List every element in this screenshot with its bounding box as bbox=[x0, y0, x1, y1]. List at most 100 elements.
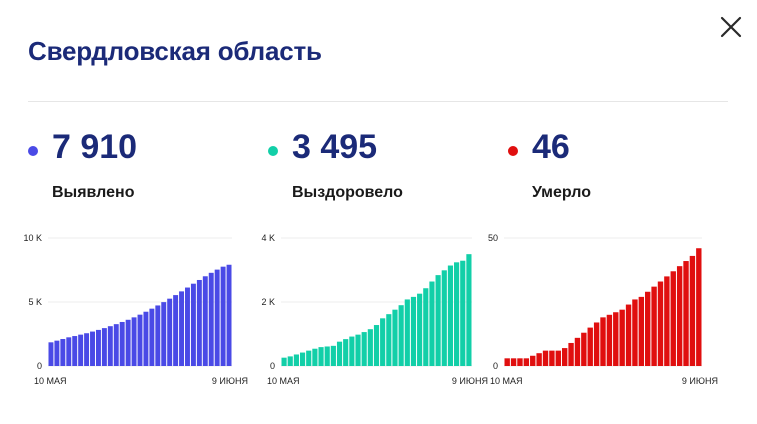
deaths-bar bbox=[568, 342, 574, 366]
deaths-bar bbox=[600, 317, 606, 366]
recovered-bar bbox=[441, 270, 447, 366]
recovered-bar bbox=[293, 354, 299, 366]
deaths-bar bbox=[625, 304, 632, 366]
detected-y-tick-label: 10 K bbox=[23, 233, 42, 243]
deaths-bar bbox=[517, 358, 523, 366]
recovered-x-tick-label: 9 ИЮНЯ bbox=[452, 376, 488, 386]
deaths-bar bbox=[542, 350, 549, 366]
deaths-bar bbox=[676, 266, 683, 366]
recovered-bar bbox=[312, 348, 318, 366]
detected-bar bbox=[78, 334, 84, 366]
detected-bar bbox=[72, 336, 78, 366]
deaths-bar bbox=[651, 286, 657, 366]
deaths-bar bbox=[613, 312, 619, 366]
deaths-x-tick-label: 9 ИЮНЯ bbox=[682, 376, 718, 386]
detected-bar bbox=[202, 276, 208, 366]
stat-recovered: 3 495 Выздоровело bbox=[268, 128, 498, 218]
recovered-y-tick-label: 2 K bbox=[261, 297, 275, 307]
detected-bar bbox=[137, 314, 143, 366]
recovered-bar bbox=[343, 339, 349, 366]
detected-y-tick-label: 0 bbox=[37, 361, 42, 371]
deaths-bar bbox=[523, 358, 530, 366]
recovered-bar bbox=[423, 288, 429, 366]
deaths-bar bbox=[689, 255, 696, 366]
recovered-bar bbox=[447, 265, 454, 366]
recovered-y-tick-label: 4 K bbox=[261, 233, 275, 243]
detected-bar bbox=[131, 317, 137, 366]
recovered-bar bbox=[336, 341, 343, 366]
detected-bar bbox=[90, 331, 95, 366]
recovered-label: Выздоровело bbox=[292, 184, 403, 201]
detected-bar bbox=[220, 266, 226, 366]
recovered-bar bbox=[361, 332, 367, 366]
recovered-bar bbox=[429, 281, 435, 366]
deaths-bar bbox=[555, 350, 561, 366]
deaths-label: Умерло bbox=[532, 184, 591, 201]
stat-detected: 7 910 Выявлено bbox=[28, 128, 258, 218]
deaths-bar bbox=[657, 281, 664, 366]
recovered-bar bbox=[349, 336, 355, 366]
recovered-bar bbox=[435, 275, 441, 366]
chart-recovered: 0 2 K 4 K 10 МАЯ 9 ИЮНЯ bbox=[254, 226, 494, 391]
deaths-y-tick-label: 0 bbox=[493, 361, 498, 371]
recovered-bar bbox=[367, 329, 373, 366]
detected-bar bbox=[161, 302, 167, 366]
deaths-bar bbox=[619, 309, 625, 366]
deaths-bar bbox=[664, 276, 670, 366]
deaths-bar bbox=[536, 353, 542, 366]
deaths-bar bbox=[561, 348, 568, 366]
detected-x-tick-label: 9 ИЮНЯ bbox=[212, 376, 248, 386]
recovered-bar bbox=[306, 350, 312, 366]
deaths-bar bbox=[670, 271, 676, 366]
chart-detected: 0 5 K 10 K 10 МАЯ 9 ИЮНЯ bbox=[14, 226, 254, 391]
deaths-dot bbox=[508, 146, 518, 156]
chart-deaths-svg: 0 50 10 МАЯ 9 ИЮНЯ bbox=[488, 233, 718, 386]
detected-bar bbox=[208, 272, 214, 366]
deaths-bar bbox=[549, 350, 555, 366]
chart-recovered-svg: 0 2 K 4 K 10 МАЯ 9 ИЮНЯ bbox=[261, 233, 488, 386]
recovered-bar bbox=[454, 262, 460, 366]
detected-bar bbox=[113, 324, 119, 366]
detected-bar bbox=[54, 340, 60, 366]
recovered-bar bbox=[299, 352, 306, 366]
detected-bar bbox=[185, 287, 190, 366]
deaths-bar bbox=[574, 337, 581, 366]
deaths-bar bbox=[638, 296, 645, 366]
recovered-bar bbox=[324, 346, 330, 366]
modal-title: Свердловская область bbox=[28, 36, 322, 66]
recovered-bar bbox=[410, 296, 417, 366]
deaths-value: 46 bbox=[532, 128, 570, 166]
detected-bar bbox=[95, 329, 101, 366]
recovered-bar bbox=[355, 334, 361, 366]
deaths-bar bbox=[530, 355, 536, 366]
stat-deaths: 46 Умерло bbox=[508, 128, 738, 218]
deaths-bar bbox=[587, 327, 593, 366]
detected-bar bbox=[107, 326, 113, 366]
deaths-bar bbox=[696, 248, 702, 366]
detected-value: 7 910 bbox=[52, 128, 138, 166]
deaths-bar bbox=[683, 261, 689, 366]
detected-bar bbox=[226, 264, 232, 366]
close-icon[interactable] bbox=[716, 12, 746, 42]
deaths-y-tick-label: 50 bbox=[488, 233, 498, 243]
detected-bar bbox=[60, 338, 66, 366]
detected-bar bbox=[101, 328, 107, 366]
chart-detected-svg: 0 5 K 10 K 10 МАЯ 9 ИЮНЯ bbox=[23, 233, 248, 386]
recovered-bar bbox=[466, 254, 472, 366]
recovered-bar bbox=[460, 260, 466, 366]
detected-y-tick-label: 5 K bbox=[28, 297, 42, 307]
detected-label: Выявлено bbox=[52, 184, 135, 201]
detected-bar bbox=[167, 298, 173, 366]
detected-bar bbox=[179, 291, 185, 366]
detected-bar bbox=[155, 305, 161, 366]
recovered-bar bbox=[392, 309, 398, 366]
recovered-bar bbox=[287, 356, 293, 366]
detected-bar bbox=[119, 321, 125, 366]
recovered-dot bbox=[268, 146, 278, 156]
deaths-bar bbox=[593, 322, 600, 366]
deaths-x-tick-label: 10 МАЯ bbox=[490, 376, 523, 386]
deaths-bar bbox=[504, 358, 510, 366]
recovered-y-tick-label: 0 bbox=[270, 361, 275, 371]
recovered-bar bbox=[404, 299, 410, 366]
